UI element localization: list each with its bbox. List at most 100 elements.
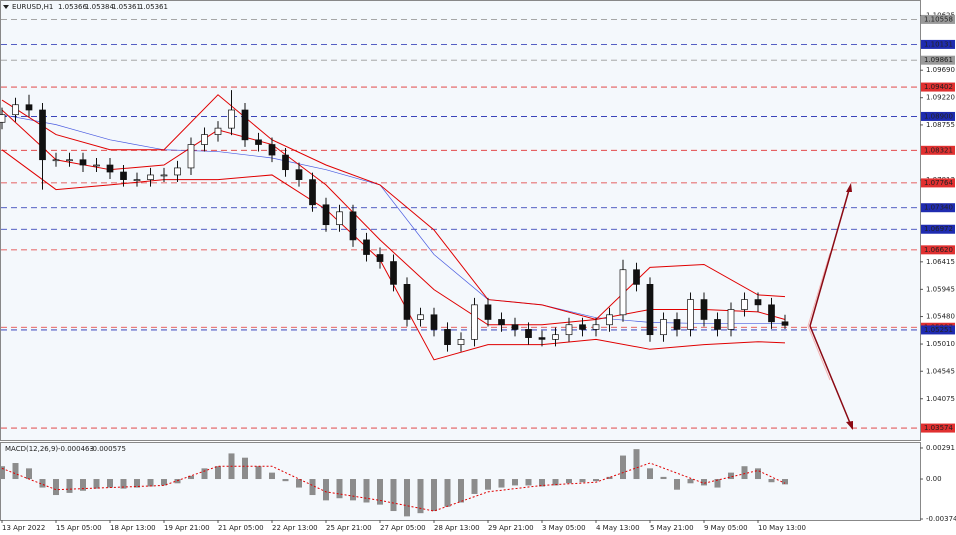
candle-body <box>282 154 289 171</box>
macd-bar <box>525 479 532 486</box>
macd-bar <box>741 466 748 480</box>
candle-body <box>241 109 249 141</box>
level-label: 1.09861 <box>924 56 953 64</box>
candle-body <box>349 211 357 241</box>
macd-bar <box>674 479 680 490</box>
candle-body <box>592 324 600 330</box>
y-tick-label: 1.05945 <box>926 285 955 293</box>
candle-body <box>768 304 775 323</box>
y-tick-label: 1.09690 <box>926 66 955 74</box>
level-label: 1.10131 <box>924 40 953 48</box>
candle-body <box>579 324 586 330</box>
macd-bar <box>93 479 100 489</box>
candle-body <box>687 299 694 330</box>
macd-bar <box>498 479 505 488</box>
candle-body <box>120 171 127 180</box>
macd-bar <box>269 472 275 480</box>
level-label: 1.10558 <box>924 15 953 23</box>
macd-bar <box>134 479 140 488</box>
candle-body <box>363 239 370 255</box>
level-label: 1.07340 <box>924 204 953 212</box>
ohlc-value: 1.05361 <box>139 3 168 11</box>
level-box <box>921 111 955 121</box>
candle-body <box>255 139 262 145</box>
x-tick-label: 22 Apr 13:00 <box>272 524 318 532</box>
ohlc-value: 1.05384 <box>85 3 114 11</box>
arrow-down <box>809 325 851 424</box>
macd-bar <box>53 479 59 496</box>
macd-bar <box>633 449 640 480</box>
macd-bar <box>552 479 559 486</box>
level-box <box>921 55 955 65</box>
y-tick-label: 1.06415 <box>926 258 955 266</box>
candle-body <box>147 174 154 180</box>
macd-bar <box>174 479 181 484</box>
candle-body <box>0 114 6 123</box>
level-box <box>921 423 955 433</box>
candle-body <box>390 261 397 285</box>
candle-body <box>228 109 235 129</box>
macd-bar <box>296 479 302 488</box>
macd-bar <box>404 479 410 517</box>
x-tick-label: 18 Apr 13:00 <box>110 524 156 532</box>
y-tick-label: 1.04545 <box>926 367 955 375</box>
level-label: 1.06620 <box>924 246 953 254</box>
candle-body <box>93 164 100 167</box>
macd-title: MACD(12,26,9) <box>5 445 58 453</box>
candle-body <box>322 204 330 226</box>
macd-bar <box>687 479 694 484</box>
macd-bar <box>606 476 613 480</box>
macd-bar <box>728 472 734 480</box>
ohlc-value: 1.05366 <box>58 3 87 11</box>
macd-bar <box>768 479 775 483</box>
arrow-head <box>846 421 853 430</box>
candle-body <box>606 314 613 326</box>
level-box <box>921 145 955 155</box>
symbol: EURUSD,H1 <box>12 3 53 11</box>
macd-bar <box>147 479 154 487</box>
macd-bar <box>12 463 19 480</box>
macd-bar <box>336 479 343 499</box>
macd-bar <box>282 479 289 482</box>
menu-icon[interactable] <box>3 5 9 9</box>
macd-bar <box>66 479 73 493</box>
candle-body <box>52 159 60 162</box>
candle-body <box>39 109 46 161</box>
level-label: 1.08321 <box>924 146 953 154</box>
x-tick-label: 3 May 05:00 <box>542 524 586 532</box>
macd-bar <box>647 468 653 480</box>
bollinger-middle <box>1 109 786 326</box>
x-tick-label: 28 Apr 13:00 <box>434 524 480 532</box>
level-label: 1.06972 <box>924 225 953 233</box>
projection <box>807 252 831 327</box>
candle-body <box>133 179 141 181</box>
macd-bar <box>390 479 397 512</box>
level-box <box>921 224 955 234</box>
level-box <box>921 82 955 92</box>
macd-bar <box>39 479 46 488</box>
macd-bar <box>782 479 788 485</box>
macd-bar <box>188 475 194 480</box>
macd-bar <box>512 479 518 486</box>
x-tick-label: 15 Apr 05:00 <box>56 524 102 532</box>
level-label: 1.03574 <box>924 424 953 432</box>
x-tick-label: 9 May 05:00 <box>704 524 748 532</box>
candle-body <box>376 254 384 262</box>
y-tick-label: 0.00 <box>926 475 942 483</box>
macd-bar <box>377 479 383 505</box>
y-tick-label: 1.08755 <box>926 121 955 129</box>
candle-body <box>12 104 19 116</box>
macd-bar <box>444 479 451 507</box>
macd-readout: -0.000575 <box>90 445 126 453</box>
macd-bar <box>323 479 329 501</box>
macd-bar <box>309 479 316 496</box>
level-label: 1.08900 <box>924 112 953 120</box>
level-box <box>921 178 955 188</box>
macd-bar <box>242 457 248 480</box>
macd-bar <box>255 466 262 480</box>
macd-bar <box>215 466 221 480</box>
macd-bar <box>161 479 167 486</box>
candle-body <box>457 339 465 345</box>
candle-body <box>633 269 640 285</box>
candle-body <box>417 314 424 320</box>
